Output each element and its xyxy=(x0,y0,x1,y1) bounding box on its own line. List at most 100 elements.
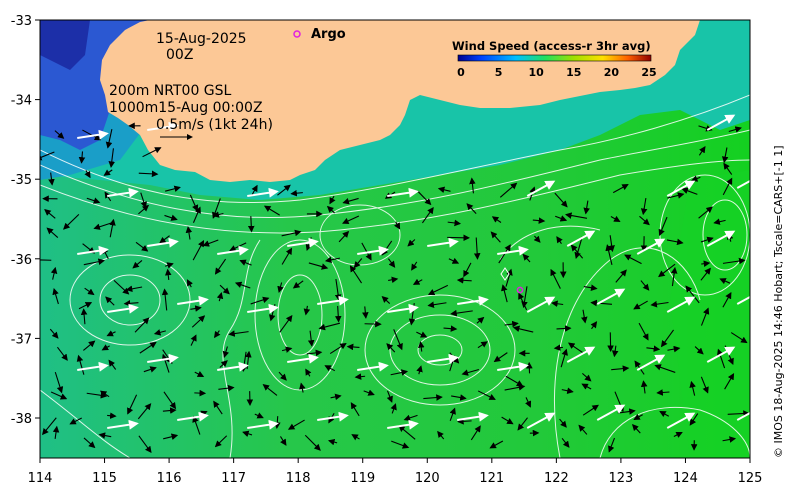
wind-arrow xyxy=(526,180,556,197)
current-arrow xyxy=(449,407,456,422)
current-arrow xyxy=(218,384,235,392)
current-arrow xyxy=(101,344,110,351)
current-arrow xyxy=(106,330,116,337)
current-arrow xyxy=(532,217,546,224)
current-arrow xyxy=(505,268,513,287)
current-arrow xyxy=(565,212,588,219)
argo-float-marker xyxy=(516,286,524,294)
contour-lines xyxy=(40,94,750,458)
current-arrow xyxy=(724,373,735,390)
current-arrow xyxy=(108,359,117,370)
current-arrow xyxy=(728,126,742,133)
current-arrow xyxy=(447,234,470,242)
current-arrow xyxy=(192,415,201,435)
lon-tick-label: 118 xyxy=(286,471,311,486)
current-arrow xyxy=(417,341,425,352)
current-arrow xyxy=(239,259,252,266)
latitude-axis: -33 -34 -35 -36 -37 -38 xyxy=(11,14,40,427)
wind-arrow xyxy=(706,346,736,363)
lon-tick-label: 115 xyxy=(92,471,117,486)
wind-arrow xyxy=(247,419,279,430)
current-arrow xyxy=(499,182,518,198)
current-vectors xyxy=(40,122,750,454)
current-arrow xyxy=(638,322,649,341)
current-arrow xyxy=(281,346,293,353)
current-arrow xyxy=(346,343,360,351)
current-arrow xyxy=(161,353,170,373)
wind-arrow xyxy=(427,353,459,364)
current-arrow xyxy=(164,262,174,269)
current-arrow xyxy=(525,397,532,408)
current-arrow xyxy=(466,203,477,215)
current-arrow xyxy=(326,205,335,214)
current-arrow xyxy=(78,151,86,164)
current-arrow xyxy=(52,287,59,305)
current-arrow xyxy=(608,235,615,253)
current-arrow xyxy=(324,365,336,372)
wind-arrow xyxy=(497,245,529,256)
current-arrow xyxy=(670,266,678,287)
current-arrow xyxy=(108,148,116,168)
current-arrow xyxy=(138,204,150,215)
current-arrow xyxy=(83,437,96,449)
current-arrow xyxy=(84,170,91,179)
current-arrow xyxy=(713,218,726,225)
current-arrow xyxy=(54,130,65,139)
current-arrow xyxy=(427,284,449,295)
current-arrow xyxy=(583,284,598,291)
current-arrow xyxy=(590,299,613,307)
current-arrow xyxy=(342,197,359,205)
current-arrow xyxy=(138,435,152,454)
current-arrow xyxy=(216,292,224,302)
current-arrow xyxy=(512,325,534,333)
current-arrow xyxy=(611,345,619,358)
current-arrow xyxy=(654,364,676,373)
current-arrow xyxy=(125,285,143,293)
current-arrow xyxy=(624,254,642,265)
wind-arrow xyxy=(666,296,696,313)
current-arrow xyxy=(673,431,683,438)
current-arrow xyxy=(44,209,56,219)
current-arrow xyxy=(470,425,481,441)
current-arrow xyxy=(477,390,496,400)
current-arrow xyxy=(700,267,711,281)
wind-arrow xyxy=(566,230,596,247)
current-arrow xyxy=(190,334,197,346)
wind-arrow xyxy=(666,180,696,197)
current-arrow xyxy=(143,366,157,373)
current-arrow xyxy=(416,331,428,338)
current-arrow xyxy=(501,416,514,425)
date-line2: 00Z xyxy=(166,47,193,63)
wind-arrow xyxy=(736,295,750,305)
current-arrow xyxy=(646,345,661,352)
current-arrow xyxy=(639,215,650,226)
current-arrow xyxy=(107,412,117,419)
lon-tick-label: 123 xyxy=(608,471,633,486)
current-arrow xyxy=(640,280,650,291)
current-arrow xyxy=(559,418,567,428)
current-arrow xyxy=(666,238,684,246)
current-arrow xyxy=(78,302,93,310)
current-arrow xyxy=(722,291,732,308)
current-arrow xyxy=(456,277,472,284)
current-arrow xyxy=(461,368,480,376)
current-arrow xyxy=(582,404,599,416)
current-arrow xyxy=(49,328,59,339)
current-arrow xyxy=(52,425,60,439)
wind-arrow xyxy=(457,411,489,422)
current-arrow xyxy=(421,206,434,224)
plot-frame xyxy=(39,19,751,459)
current-arrow xyxy=(667,345,681,353)
current-arrow xyxy=(407,239,416,247)
current-arrow xyxy=(463,262,472,278)
wind-arrow xyxy=(357,245,389,256)
current-arrow xyxy=(222,346,230,358)
lat-tick-label: -35 xyxy=(11,173,32,188)
current-arrow xyxy=(477,341,488,349)
current-arrow xyxy=(254,412,264,419)
lon-tick-label: 119 xyxy=(350,471,375,486)
current-arrow xyxy=(403,414,418,422)
current-arrow xyxy=(105,128,113,149)
current-arrow xyxy=(98,432,112,439)
current-arrow xyxy=(214,435,228,448)
